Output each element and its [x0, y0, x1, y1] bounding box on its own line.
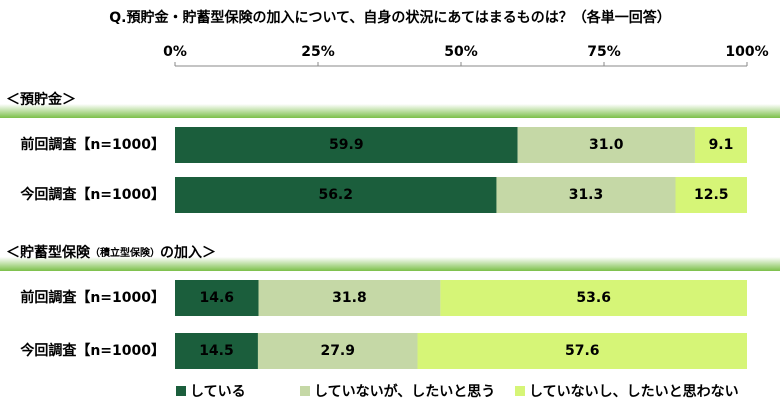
- x-tick-label: 25%: [301, 44, 335, 60]
- group-band: [0, 257, 780, 271]
- bar-segment: [175, 127, 518, 163]
- legend-swatch: [176, 386, 186, 396]
- legend-label: していないし、したいと思わない: [529, 384, 739, 400]
- x-tick-label: 50%: [444, 44, 478, 60]
- row-label: 今回調査【n=1000】: [19, 342, 165, 359]
- legend-swatch: [515, 386, 525, 396]
- bar-segment: [675, 177, 747, 213]
- bar-segment: [417, 333, 747, 369]
- row-label: 前回調査【n=1000】: [20, 136, 165, 153]
- bar-segment: [517, 127, 695, 163]
- legend-label: していないが、したいと思う: [314, 383, 495, 400]
- group-title-part: （積立型保険）: [90, 246, 160, 259]
- value-label: 12.5: [694, 187, 729, 203]
- value-label: 56.2: [318, 187, 353, 203]
- bar-segment: [258, 280, 441, 316]
- bar-segment: [440, 280, 747, 316]
- bar-segment: [175, 280, 259, 316]
- group-title-part: ＜貯蓄型保険: [6, 244, 91, 261]
- value-label: 31.3: [569, 187, 604, 203]
- group-title: ＜預貯金＞: [6, 91, 76, 108]
- legend-label: している: [190, 384, 246, 400]
- bar-segment: [257, 333, 418, 369]
- value-label: 31.8: [332, 290, 367, 306]
- value-label: 9.1: [709, 137, 734, 153]
- value-label: 59.9: [329, 137, 364, 153]
- bar-segment: [175, 177, 497, 213]
- value-label: 31.0: [589, 137, 624, 153]
- bar-segment: [496, 177, 676, 213]
- group-band: [0, 104, 780, 118]
- bar-segment: [175, 333, 258, 369]
- legend-swatch: [300, 386, 310, 396]
- value-label: 27.9: [320, 343, 355, 359]
- value-label: 14.6: [199, 290, 234, 306]
- x-tick-label: 75%: [587, 44, 621, 60]
- x-tick-label: 0%: [163, 44, 187, 60]
- row-label: 前回調査【n=1000】: [20, 289, 165, 306]
- value-label: 53.6: [576, 290, 611, 306]
- group-title-part: ＜預貯金＞: [6, 91, 76, 108]
- group-title: ＜貯蓄型保険（積立型保険）の加入＞: [6, 244, 216, 261]
- bar-segment: [694, 127, 747, 163]
- chart-title: Q.預貯金・貯蓄型保険の加入について、自身の状況にあてはまるものは？（各単一回答…: [109, 9, 671, 26]
- x-tick-label: 100%: [725, 44, 768, 60]
- group-title-part: の加入＞: [160, 245, 216, 261]
- row-label: 今回調査【n=1000】: [19, 186, 165, 203]
- value-label: 57.6: [565, 343, 600, 359]
- value-label: 14.5: [199, 343, 234, 359]
